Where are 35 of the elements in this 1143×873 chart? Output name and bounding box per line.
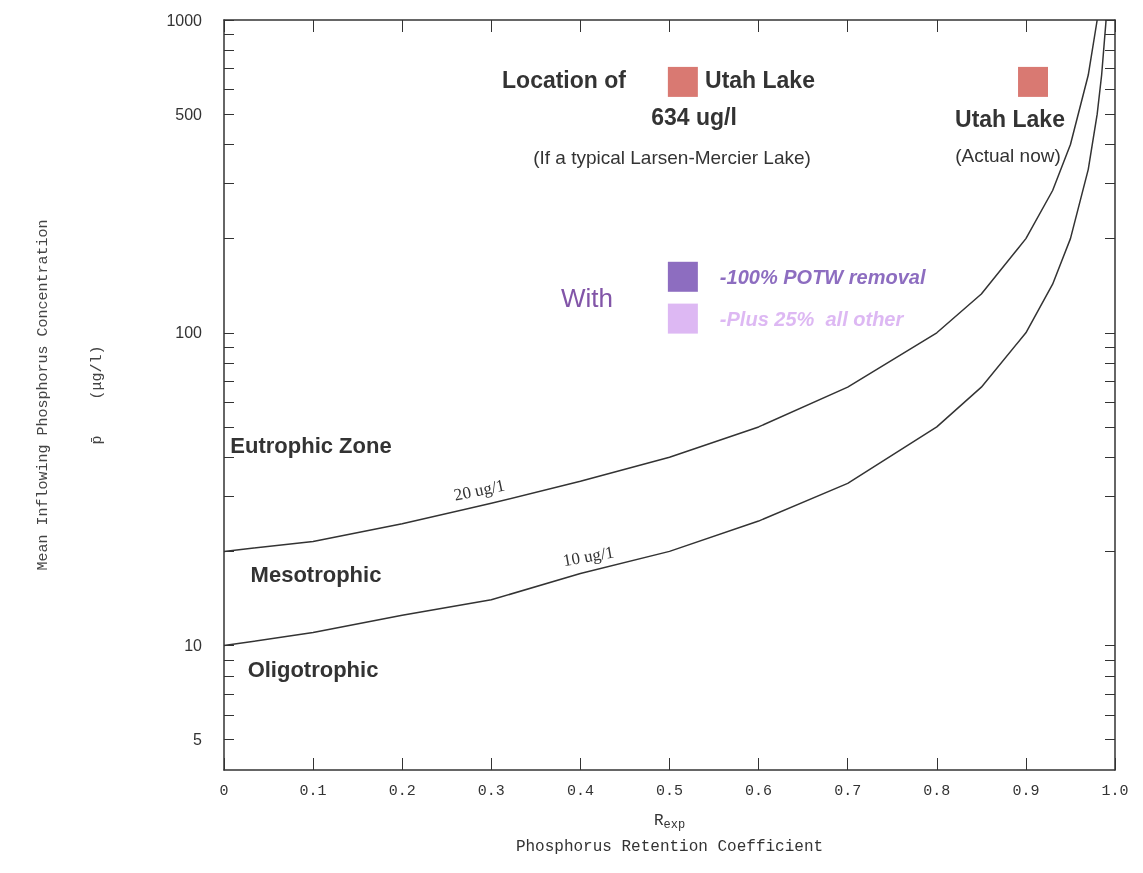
text: Mean Inflowing Phosphorus Concentration p̄ (μg/l) xyxy=(34,219,106,571)
annotation: With xyxy=(561,283,613,313)
series-label: -100% POTW removal xyxy=(719,265,926,288)
x-tick-label: 0.9 xyxy=(1012,783,1040,800)
y-tick-label: 100 xyxy=(175,324,203,342)
annotation: (If a typical Larsen-Mercier Lake) xyxy=(533,146,811,168)
y-tick-label: 1000 xyxy=(166,11,203,29)
x-tick-label: 0.5 xyxy=(655,783,684,800)
x-tick-label: 0.6 xyxy=(745,783,773,800)
point xyxy=(667,66,698,97)
x-tick-label: 0.1 xyxy=(299,783,327,800)
x-tick-label: 0.3 xyxy=(477,783,505,800)
point xyxy=(1018,66,1049,97)
annotation: Oligotrophic xyxy=(247,656,379,682)
annotation: Location of xyxy=(502,67,627,93)
x-tick-label: 0.7 xyxy=(834,783,862,800)
y-tick-label: 5 xyxy=(193,731,203,749)
annotation: 634 ug/l xyxy=(651,104,737,130)
point xyxy=(667,303,698,334)
x-tick-label: 0 xyxy=(219,783,229,800)
text: 10 ug/1 xyxy=(561,542,616,571)
annotation: (Actual now) xyxy=(955,144,1061,166)
series-label: -Plus 25% all other xyxy=(719,307,905,330)
point xyxy=(667,261,698,292)
annotation: Eutrophic Zone xyxy=(230,432,392,458)
y-tick-label: 500 xyxy=(175,105,203,123)
x-tick-label: 0.4 xyxy=(566,783,594,800)
x-tick-label: 0.2 xyxy=(388,783,416,800)
annotation: Mesotrophic xyxy=(250,561,382,587)
x-tick-label: 0.8 xyxy=(923,783,951,800)
annotation: Utah Lake xyxy=(705,67,815,93)
text: 20 ug/1 xyxy=(452,475,507,505)
x-tick-label: 1.0 xyxy=(1101,783,1129,800)
annotation: Utah Lake xyxy=(955,106,1065,132)
y-tick-label: 10 xyxy=(184,637,203,655)
